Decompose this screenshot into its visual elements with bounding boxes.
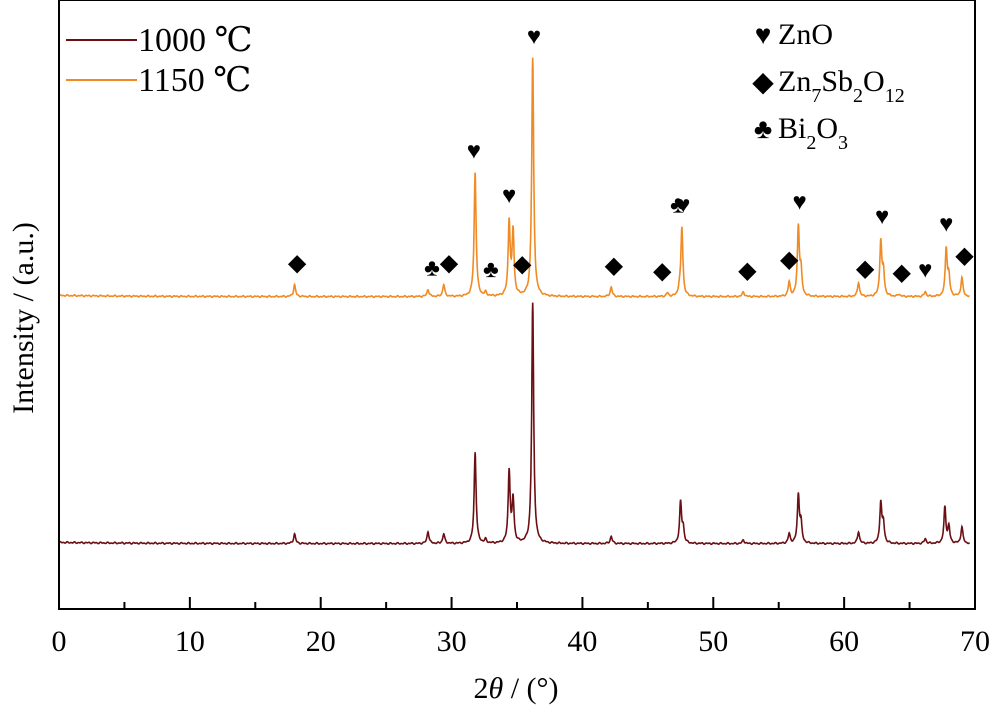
phase-legend-marker: ♣ xyxy=(754,114,772,145)
x-tick-label: 30 xyxy=(437,625,467,658)
x-tick-label: 20 xyxy=(306,625,336,658)
phase-legend-marker: ◆ xyxy=(752,67,774,98)
x-axis-title: 2θ / (°) xyxy=(473,672,558,705)
zno-peak-marker: ♥ xyxy=(875,204,889,230)
zno-peak-marker: ♥ xyxy=(939,212,953,238)
phase-legend-marker: ♥ xyxy=(755,20,772,51)
bi2o3-peak-marker: ♣ xyxy=(424,255,440,281)
bi2o3-peak-marker: ♣ xyxy=(670,193,686,219)
phase-legend-label: Zn7Sb2O12 xyxy=(778,65,905,107)
x-tick-label: 10 xyxy=(175,625,205,658)
zno-peak-marker: ♥ xyxy=(527,24,541,50)
phase-legend-label: ZnO xyxy=(778,18,833,51)
series-line-1000C xyxy=(58,302,971,546)
spinel-peak-marker: ◆ xyxy=(892,260,911,286)
phase-legend: ♥ ZnO◆ Zn7Sb2O12♣ Bi2O3 xyxy=(752,18,904,154)
x-tick-label: 60 xyxy=(829,625,859,658)
bi2o3-peak-marker: ♣ xyxy=(483,257,499,283)
x-axis: 0 10 20 30 40 50 60 70 xyxy=(52,597,990,658)
zno-peak-marker: ♥ xyxy=(502,183,516,209)
legend-label: 1000 ℃ xyxy=(138,22,253,59)
peak-annotations: ◆ ♣ ◆♥♣♥◆♥◆ ◆♣♥◆ ◆♥◆♥◆ ♥♥◆ xyxy=(288,24,974,286)
spinel-peak-marker: ◆ xyxy=(653,259,672,285)
spinel-peak-marker: ◆ xyxy=(780,247,799,273)
spinel-peak-marker: ◆ xyxy=(955,243,974,269)
spinel-peak-marker: ◆ xyxy=(856,256,875,282)
legend-label: 1150 ℃ xyxy=(138,62,251,99)
zno-peak-marker: ♥ xyxy=(467,139,481,165)
x-tick-label: 50 xyxy=(698,625,728,658)
series-line-1150C xyxy=(58,57,970,299)
spinel-peak-marker: ◆ xyxy=(738,258,757,284)
spinel-peak-marker: ◆ xyxy=(513,251,532,277)
zno-peak-marker: ♥ xyxy=(676,193,690,219)
spinel-peak-marker: ◆ xyxy=(288,251,307,277)
x-tick-label: 70 xyxy=(960,625,990,658)
x-tick-label: 0 xyxy=(52,625,67,658)
spinel-peak-marker: ◆ xyxy=(605,253,624,279)
zno-peak-marker: ♥ xyxy=(793,189,807,215)
spinel-peak-marker: ◆ xyxy=(440,250,459,276)
x-tick-label: 40 xyxy=(567,625,597,658)
y-axis-title: Intensity / (a.u.) xyxy=(7,222,40,414)
series-layer xyxy=(58,57,971,546)
zno-peak-marker: ♥ xyxy=(918,258,932,284)
phase-legend-label: Bi2O3 xyxy=(778,112,848,154)
